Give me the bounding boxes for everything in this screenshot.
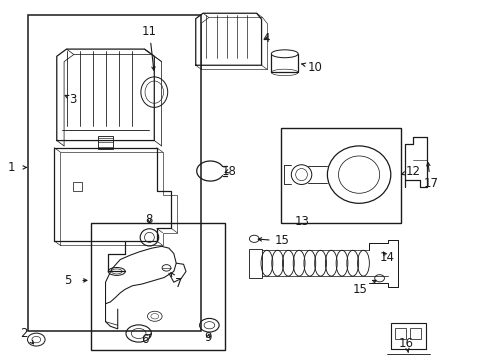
Text: 8: 8 [145,213,153,226]
Text: 15: 15 [352,280,375,296]
Ellipse shape [271,50,298,58]
Text: 5: 5 [64,274,72,287]
Bar [98,136,113,149]
Bar [390,323,425,349]
Text: 15: 15 [258,234,289,247]
Text: 6: 6 [141,333,151,346]
Text: 14: 14 [379,251,394,264]
Bar [249,249,261,278]
Text: 18: 18 [221,165,236,177]
Bar [409,328,420,339]
Bar [281,128,400,223]
Text: 4: 4 [262,32,270,45]
Text: 12: 12 [401,165,419,177]
Text: 7: 7 [170,273,182,291]
Text: 13: 13 [294,215,309,228]
Text: 16: 16 [398,337,413,352]
Text: 2: 2 [20,327,34,344]
Text: 17: 17 [423,162,437,190]
Text: 1: 1 [8,161,15,174]
Bar [73,182,81,191]
Bar [91,223,224,350]
Bar [27,15,200,330]
Text: 11: 11 [142,25,157,70]
Bar [394,328,406,339]
Text: 3: 3 [65,93,77,106]
Text: 9: 9 [204,331,211,344]
Text: 10: 10 [301,60,322,73]
